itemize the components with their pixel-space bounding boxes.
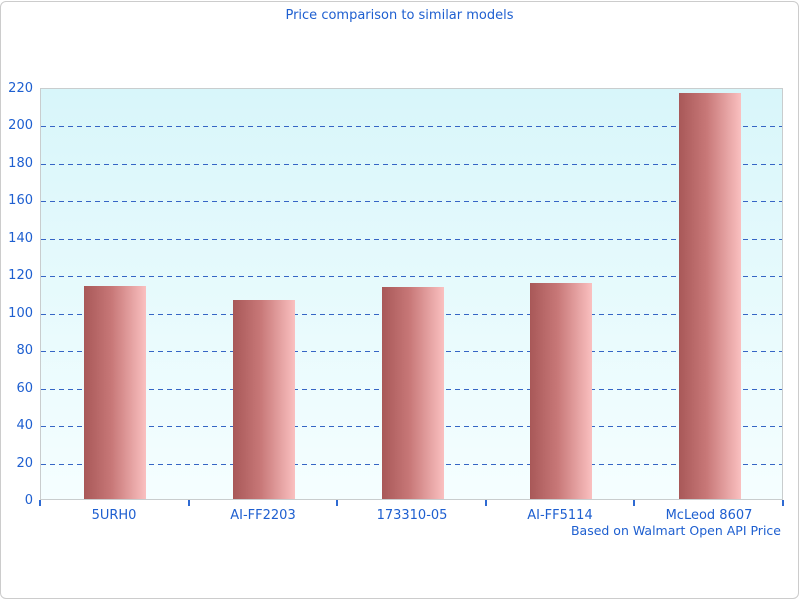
x-axis-category-label: AI-FF2203	[230, 508, 296, 523]
x-axis-tick	[39, 500, 41, 506]
y-axis-tick-label: 220	[8, 81, 33, 96]
x-axis-category-label: McLeod 8607	[665, 508, 753, 523]
chart-title: Price comparison to similar models	[285, 8, 514, 23]
gridline	[41, 276, 782, 277]
y-axis-tick-label: 40	[16, 418, 33, 433]
gridline	[41, 239, 782, 240]
x-axis-tick	[633, 500, 635, 506]
y-axis-tick-label: 20	[16, 456, 33, 471]
x-axis-tick	[485, 500, 487, 506]
x-axis-tick	[188, 500, 190, 506]
source-note: Based on Walmart Open API Price	[570, 523, 781, 538]
x-axis-category-label: 5URH0	[91, 508, 137, 523]
y-axis-tick-label: 60	[16, 381, 33, 396]
y-axis-tick-label: 160	[8, 193, 33, 208]
x-axis-tick	[782, 500, 784, 506]
x-axis-category-label: 173310-05	[376, 508, 448, 523]
bar-173310-05	[382, 287, 444, 499]
bar-5URH0	[84, 286, 146, 499]
y-axis-tick-label: 100	[8, 306, 33, 321]
gridline	[41, 164, 782, 165]
bar-AI-FF5114	[530, 283, 592, 499]
x-axis-tick	[336, 500, 338, 506]
y-axis-tick-label: 200	[8, 118, 33, 133]
y-axis-tick-label: 0	[24, 493, 33, 508]
y-axis-tick-label: 180	[8, 156, 33, 171]
y-axis-tick-label: 140	[8, 231, 33, 246]
y-axis-tick-label: 120	[8, 268, 33, 283]
bar-McLeod 8607	[679, 93, 741, 499]
y-axis-tick-label: 80	[16, 343, 33, 358]
gridline	[41, 201, 782, 202]
plot-area	[40, 88, 783, 500]
x-axis-category-label: AI-FF5114	[527, 508, 593, 523]
gridline	[41, 126, 782, 127]
bar-AI-FF2203	[233, 300, 295, 499]
